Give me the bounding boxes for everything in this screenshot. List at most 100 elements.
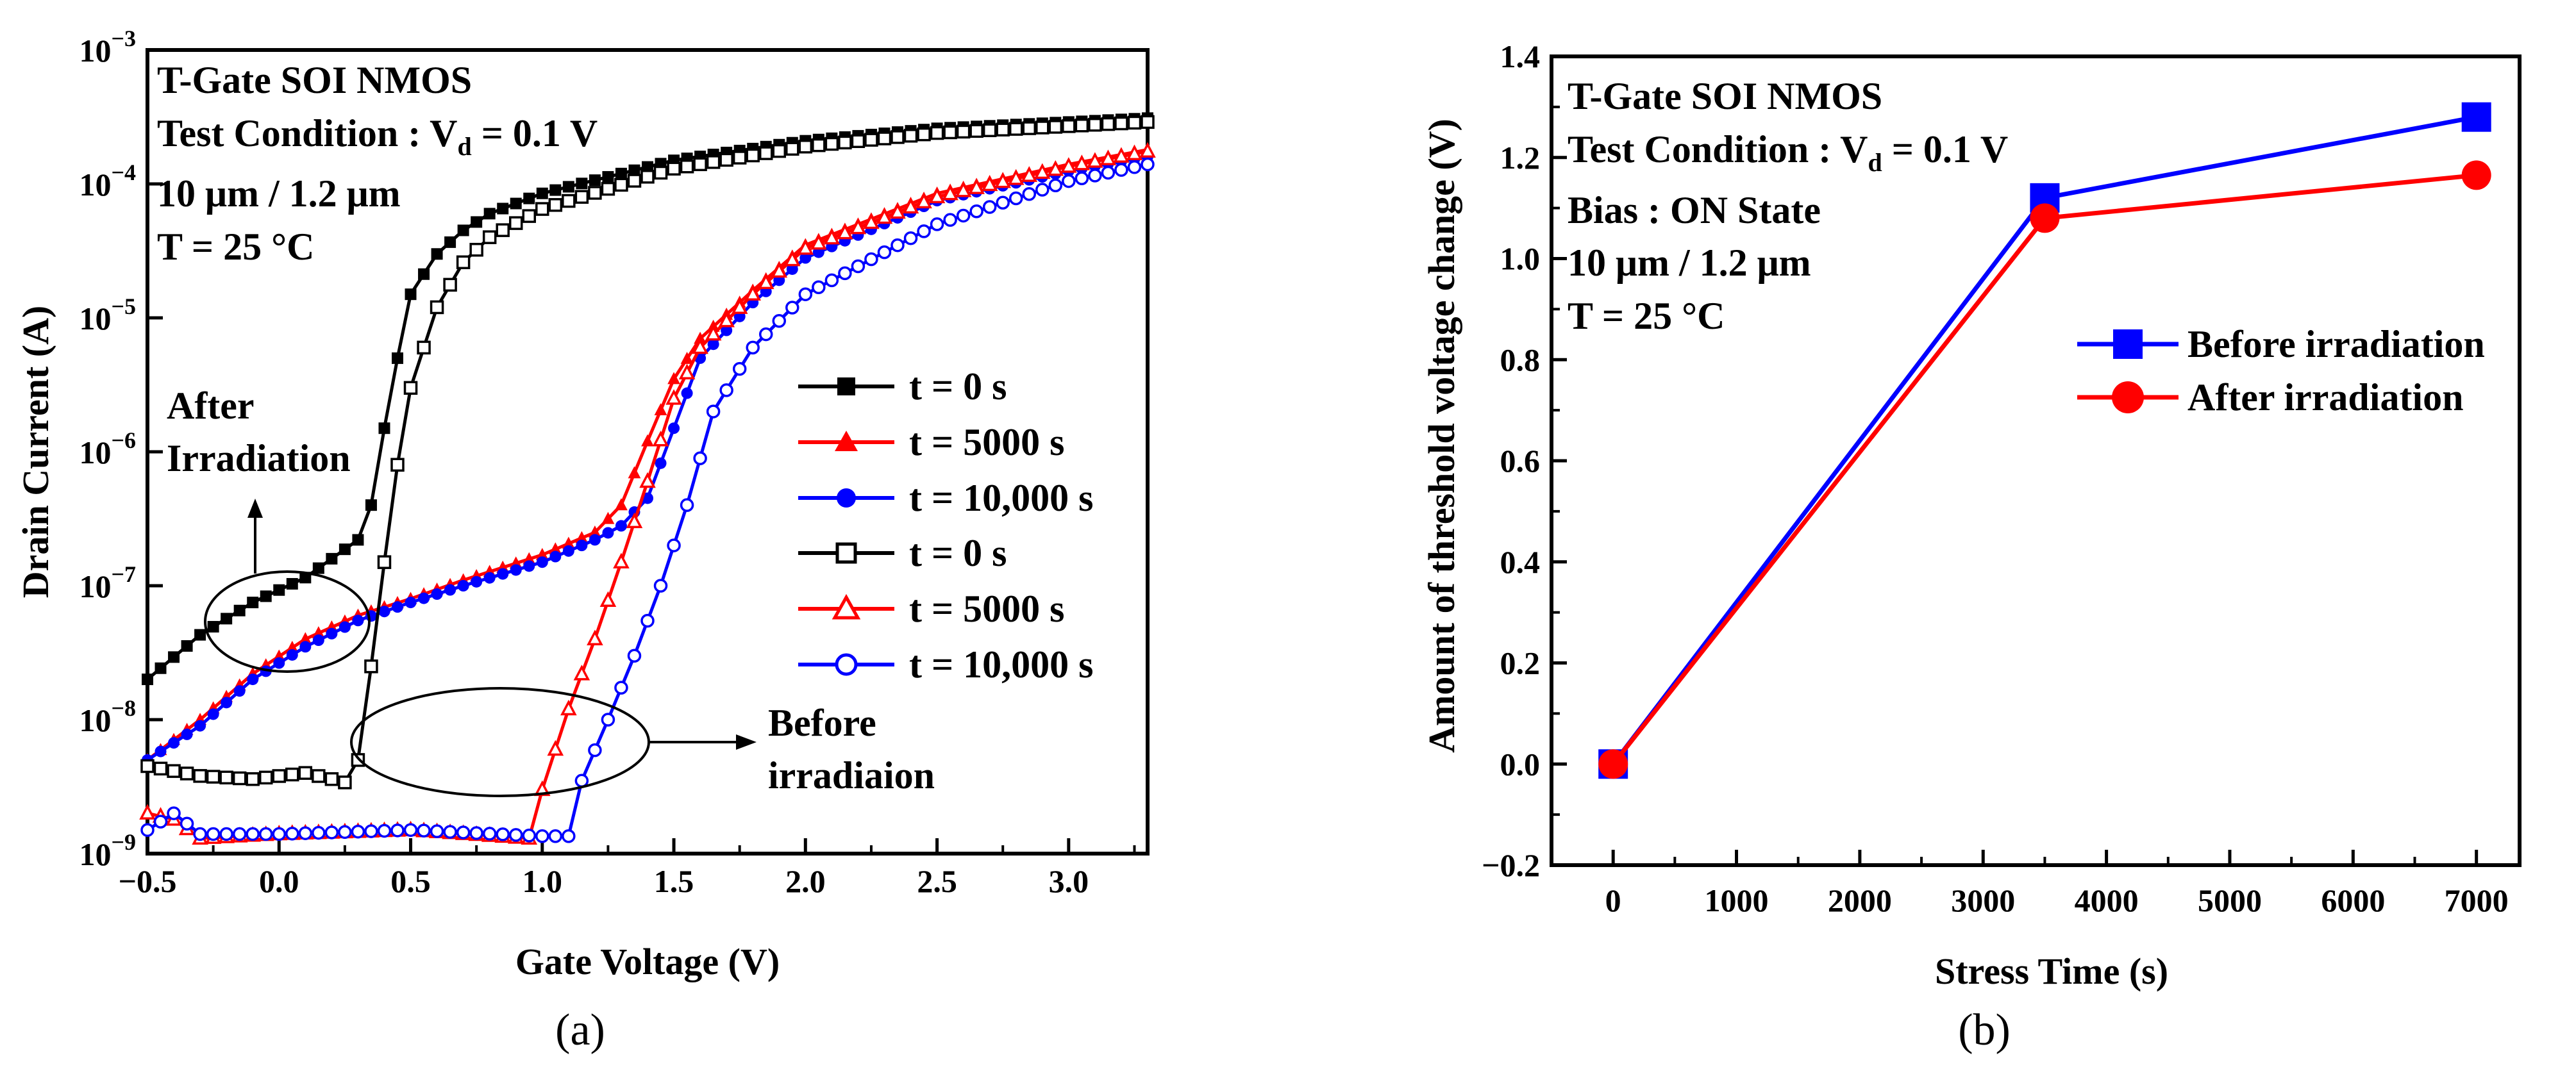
a-data-point (168, 737, 180, 749)
a-data-point (286, 649, 298, 661)
a-data-point (576, 540, 588, 552)
b-series-layer (1598, 102, 2491, 779)
a-data-point (889, 203, 906, 219)
a-data-point (996, 195, 1010, 210)
a-data-point (194, 720, 206, 732)
a-data-point (640, 170, 655, 184)
a-data-point (1008, 122, 1023, 136)
a-data-point (771, 261, 788, 278)
a-data-point (339, 543, 351, 556)
a-data-point (903, 129, 918, 143)
a-data-point (285, 640, 299, 653)
b-series-1 (1598, 160, 2491, 779)
a-data-point (351, 753, 365, 767)
a-data-point (535, 202, 549, 216)
a-data-point (706, 155, 721, 169)
b-axis-ticks (1551, 54, 2479, 867)
a-y-tick-label: 10−7 (79, 561, 136, 604)
a-data-point (403, 823, 418, 837)
a-data-point (232, 771, 247, 786)
b-legend-entry: Before irradiation (2077, 323, 2485, 365)
a-data-point (417, 340, 431, 355)
a-data-point (548, 198, 563, 212)
a-data-point (193, 827, 207, 841)
b-x-tick-label: 2000 (1828, 882, 1892, 918)
a-data-point (601, 181, 615, 196)
a-data-point (665, 389, 682, 405)
a-data-point (1007, 169, 1025, 185)
b-x-tick-label: 3000 (1951, 882, 2015, 918)
a-data-point (943, 213, 957, 227)
a-data-point (1087, 152, 1103, 168)
a-data-point (732, 361, 747, 376)
a-data-point (838, 266, 852, 281)
a-data-point (392, 601, 403, 613)
a-data-point (799, 252, 812, 264)
b-x-tick-label: 4000 (2075, 882, 2139, 918)
a-data-point (1114, 116, 1128, 131)
a-data-point (916, 192, 932, 209)
a-data-point (469, 826, 483, 840)
a-data-point (497, 568, 509, 580)
a-data-point (207, 708, 219, 720)
b-legend: Before irradiation After irradiation (2077, 323, 2485, 418)
b-legend-entry: After irradiation (2077, 376, 2463, 418)
a-data-point (352, 534, 364, 546)
a-data-point (626, 512, 643, 529)
a-data-point (785, 142, 799, 156)
a-data-point (1139, 142, 1156, 158)
a-data-point (562, 181, 574, 193)
a-series-layer (139, 112, 1156, 845)
a-data-point (864, 133, 878, 147)
a-data-point (339, 621, 351, 633)
a-data-point (483, 208, 496, 220)
a-legend-label: t = 5000 s (909, 588, 1065, 630)
a-data-point (719, 383, 733, 397)
a-data-point (221, 697, 233, 709)
a-legend-label: t = 10,000 s (909, 643, 1094, 686)
a-legend-entry: t = 10,000 s (798, 477, 1094, 519)
a-data-point (588, 186, 602, 200)
a-data-point (258, 827, 273, 841)
a-data-point (153, 815, 168, 829)
a-data-point (549, 184, 562, 196)
a-data-point (312, 626, 325, 639)
b-data-point (2461, 102, 2491, 132)
a-data-point (891, 130, 905, 144)
a-data-point (207, 620, 219, 633)
a-data-point (562, 536, 575, 549)
a-data-point (982, 123, 997, 138)
a-data-point (667, 372, 680, 385)
a-y-tick-label: 10−6 (79, 427, 136, 470)
b-legend-label: Before irradiation (2187, 323, 2485, 365)
a-data-point (377, 555, 392, 569)
a-data-point (562, 829, 576, 843)
a-data-point (418, 268, 430, 280)
a-x-axis-label: Gate Voltage (V) (515, 941, 780, 982)
a-data-point (547, 740, 564, 756)
b-y-tick-label: 1.4 (1500, 38, 1541, 74)
a-data-point (139, 804, 156, 820)
a-data-point (232, 827, 247, 841)
a-data-point (403, 381, 418, 395)
a-data-point (969, 204, 983, 219)
a-data-point (1114, 163, 1128, 177)
a-data-point (549, 550, 562, 563)
a-series-before-5 (140, 157, 1155, 843)
a-legend-label: t = 0 s (909, 365, 1007, 408)
a-data-point (206, 827, 221, 841)
a-data-point (575, 531, 589, 543)
a-data-point (599, 591, 617, 608)
a-before-label-1: Before (768, 702, 876, 744)
b-annotation-device: T-Gate SOI NMOS (1568, 75, 1882, 117)
b-x-tick-label: 0 (1605, 882, 1621, 918)
a-data-point (772, 144, 787, 158)
b-y-tick-label: 0.2 (1500, 645, 1541, 681)
a-data-point (678, 363, 696, 379)
a-data-point (233, 604, 246, 616)
b-y-tick-label: 1.0 (1500, 241, 1541, 277)
a-data-point (431, 588, 443, 600)
b-y-axis-label: Amount of threshold voltage change (V) (1421, 119, 1462, 753)
a-data-point (731, 298, 748, 314)
